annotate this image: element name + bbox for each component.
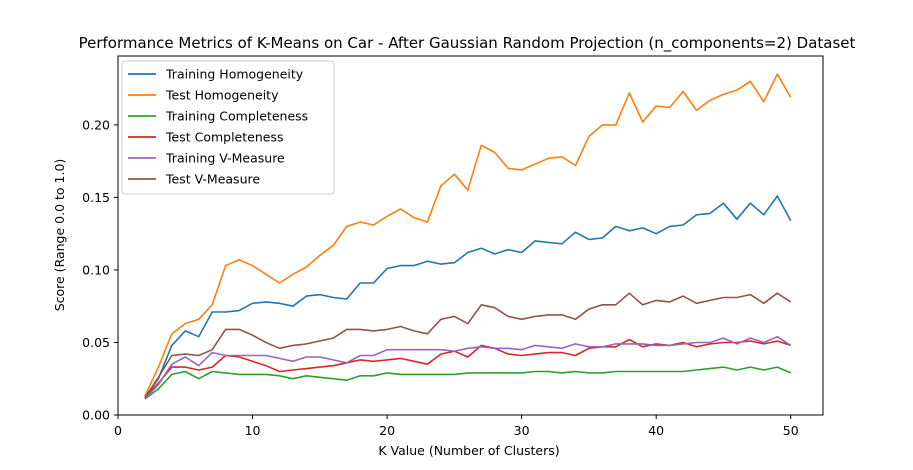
x-tick-label: 20	[379, 423, 395, 438]
x-tick-label: 40	[648, 423, 664, 438]
axes: 0 10 20 30 40 50 0.00 0.05 0.10 0.15 0.20	[82, 55, 824, 438]
x-axis-label: K Value (Number of Clusters)	[378, 443, 559, 458]
y-tick-label: 0.15	[82, 190, 110, 205]
legend-label-3: Test Completeness	[165, 130, 283, 145]
y-tick-label: 0.10	[82, 262, 110, 277]
legend-label-2: Training Completeness	[165, 109, 308, 124]
legend-box	[121, 60, 335, 195]
series-line-2	[144, 366, 792, 400]
y-tick-label: 0.20	[82, 117, 110, 132]
series-line-4	[144, 335, 792, 400]
series-line-3	[144, 338, 791, 399]
y-axis-label: Score (Range 0.0 to 1.0)	[52, 159, 67, 312]
legend-label-4: Training V-Measure	[165, 151, 285, 166]
chart-title: Performance Metrics of K-Means on Car - …	[79, 34, 856, 53]
legend-label-5: Test V-Measure	[165, 172, 260, 187]
plot-frame	[117, 55, 824, 416]
legend-label-1: Test Homogeneity	[165, 88, 279, 103]
series-line-5	[144, 292, 792, 399]
x-tick-label: 10	[245, 423, 261, 438]
series-line-0	[144, 195, 792, 399]
x-tick-label: 30	[514, 423, 530, 438]
x-tick-label: 0	[114, 423, 122, 438]
series-line-1	[144, 73, 792, 397]
y-tick-label: 0.00	[82, 408, 110, 423]
x-tick-label: 50	[783, 423, 799, 438]
legend: Training Homogeneity Test Homogeneity Trai…	[121, 60, 335, 195]
plot-area	[144, 73, 792, 400]
y-tick-label: 0.05	[82, 335, 110, 350]
legend-label-0: Training Homogeneity	[165, 67, 304, 82]
